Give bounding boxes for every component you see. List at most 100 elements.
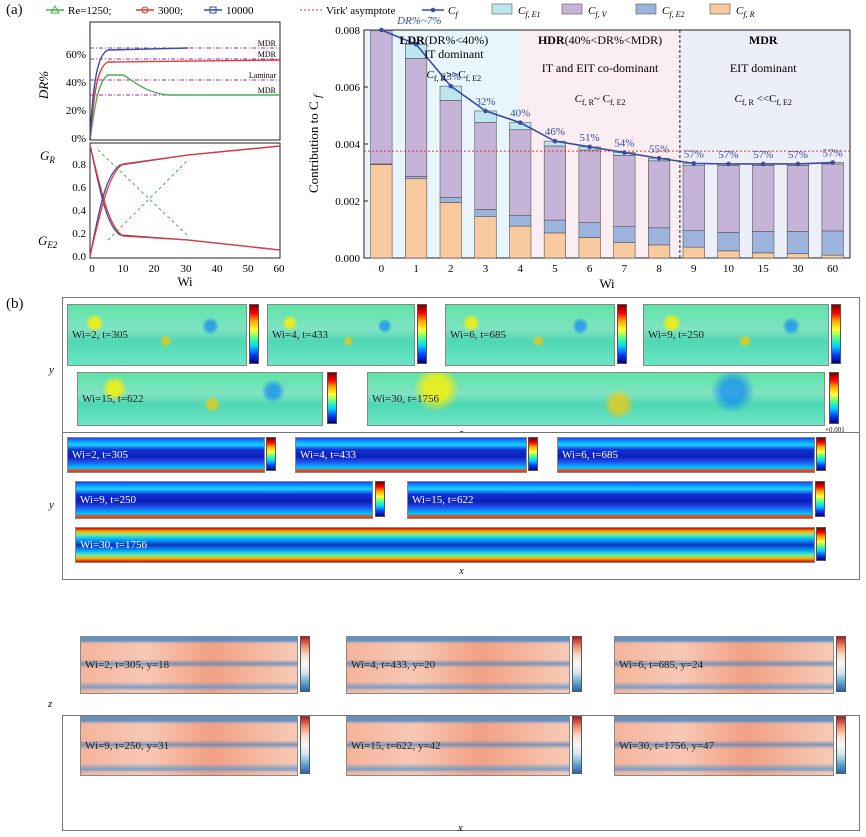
bar-8-C_f,R bbox=[648, 244, 671, 259]
g-xtick-0: 0 bbox=[89, 263, 95, 275]
cf-ytick-4: 0.008 bbox=[335, 25, 360, 37]
cf-ytick-2: 0.004 bbox=[335, 139, 360, 151]
cf-stacked-bar-chart: 0.000 0.002 0.004 0.006 0.008 Contribution to… bbox=[300, 3, 851, 290]
dr-label-9: 57% bbox=[684, 148, 704, 160]
dr-label-13: 57% bbox=[823, 148, 843, 160]
legend-swatch-4 bbox=[635, 3, 657, 15]
row1-unit: ×0.001 bbox=[825, 426, 845, 434]
cf-ytick-1: 0.002 bbox=[335, 196, 360, 208]
dr-legend: Re=1250; 3000; 10000 bbox=[46, 4, 254, 17]
g-xtick-60: 60 bbox=[274, 263, 286, 275]
bar-7-C_f,R bbox=[613, 242, 636, 259]
bar-7-C_f,E2 bbox=[613, 226, 636, 243]
cf-xtick-9: 9 bbox=[691, 263, 697, 275]
legend-swatch-2 bbox=[491, 3, 513, 15]
cf-xtick-5: 5 bbox=[552, 263, 558, 275]
bar-4-C_f,R bbox=[509, 225, 532, 259]
dr-label-7: 54% bbox=[614, 138, 634, 150]
panel-label-a: (a) bbox=[6, 2, 23, 18]
cf-point-12 bbox=[795, 161, 801, 167]
bar-6-C_f,E2 bbox=[578, 222, 601, 238]
row1-panel-2: Wi=6, t=685 bbox=[445, 304, 615, 366]
cf-xlabel: Wi bbox=[599, 276, 615, 290]
cf-xtick-2: 2 bbox=[448, 263, 454, 275]
bar-4-C_f,E2 bbox=[509, 214, 532, 227]
cf-point-10 bbox=[726, 161, 731, 167]
row3-panel-2: Wi=6, t=685, y=24 bbox=[614, 636, 834, 694]
row1-cbar-2 bbox=[617, 304, 627, 364]
bar-12-C_f,R bbox=[786, 253, 809, 259]
bar-9-C_f,V bbox=[682, 165, 705, 231]
g-ytick-0: 0.0 bbox=[72, 251, 86, 263]
cf-point-13 bbox=[830, 160, 835, 165]
bar-10-C_f,E2 bbox=[717, 232, 740, 252]
bar-3-C_f,V bbox=[474, 122, 497, 210]
g-ylabel-top: GR bbox=[40, 148, 55, 165]
dr-ytick-0: 0% bbox=[71, 133, 86, 145]
mdr-label-3: MDR bbox=[258, 86, 277, 95]
row3-cbar-3 bbox=[300, 716, 310, 774]
row3-panel-3: Wi=9, t=250, y=31 bbox=[80, 716, 298, 776]
cf-point-8 bbox=[656, 155, 662, 161]
bar-2-C_f,E2 bbox=[439, 196, 462, 203]
region-text-2: EIT dominant bbox=[730, 61, 797, 75]
legend-swatch-3 bbox=[561, 3, 583, 15]
bar-8-C_f,V bbox=[648, 160, 671, 229]
bar-5-C_f,R bbox=[543, 232, 566, 259]
legend-text-4: Cf, E2 bbox=[662, 5, 684, 19]
bar-7-C_f,V bbox=[613, 155, 636, 227]
legend-text-0: Virk' asymptote bbox=[326, 5, 396, 17]
cf-xtick-3: 3 bbox=[483, 263, 489, 275]
region-rel-2: Cf, R <<Cf, E2 bbox=[735, 93, 792, 107]
region-text-1: IT and EIT co-dominant bbox=[542, 61, 659, 75]
g-frame bbox=[89, 142, 281, 259]
cf-point-5 bbox=[552, 138, 558, 144]
laminar-label: Laminar bbox=[249, 71, 276, 80]
bar-11-C_f,E2 bbox=[752, 231, 775, 254]
row3-cbar-1 bbox=[572, 636, 582, 692]
cf-xtick-8: 8 bbox=[656, 263, 662, 275]
row2-cbar-0 bbox=[266, 437, 276, 471]
row1-ylabel: y bbox=[49, 364, 54, 376]
row2-panel-3: Wi=9, t=250 bbox=[75, 481, 373, 519]
legend-text-3: Cf, V bbox=[588, 5, 608, 19]
legend-swatch-5 bbox=[709, 3, 731, 15]
bar-2-C_f,R bbox=[439, 202, 462, 259]
row1-panel-1b: Wi=4, t=433 bbox=[267, 304, 415, 366]
g-xlabel: Wi bbox=[177, 274, 193, 289]
row1-cbar-4 bbox=[327, 372, 337, 424]
bar-4-C_f,V bbox=[509, 129, 532, 216]
bar-10-C_f,R bbox=[717, 250, 740, 259]
bar-11-C_f,R bbox=[752, 252, 775, 259]
row1-panel-4: Wi=15, t=622 bbox=[77, 372, 323, 426]
row2-cbar-3 bbox=[375, 481, 385, 517]
row3-cbar-5 bbox=[836, 716, 846, 774]
cf-point-11 bbox=[760, 161, 766, 167]
bar-13-C_f,E2 bbox=[821, 230, 844, 256]
region-title-0: LDR(DR%<40%) bbox=[399, 33, 488, 47]
row3-panel-4: Wi=15, t=622, y=42 bbox=[346, 716, 570, 776]
field-row-conformation: y x Wi=2, t=305 Wi=4, t=433 Wi=6, t=685 … bbox=[49, 432, 860, 580]
cf-point-6 bbox=[587, 144, 592, 150]
legend-re10000: 10000 bbox=[226, 5, 254, 17]
row1-cbar-1 bbox=[417, 304, 427, 364]
g-xtick-10: 10 bbox=[118, 263, 130, 275]
bar-1-C_f,R bbox=[405, 178, 428, 259]
dr-label-3: 32% bbox=[475, 96, 495, 108]
cf-xtick-13: 60 bbox=[827, 263, 839, 275]
region-title-2: MDR bbox=[749, 33, 778, 47]
legend-text-1: Cf bbox=[448, 5, 459, 19]
row1-cbar-5 bbox=[829, 372, 839, 424]
row2-cbar-5 bbox=[816, 527, 826, 561]
bar-1-C_f,V bbox=[405, 58, 428, 177]
cf-point-0 bbox=[379, 27, 384, 33]
dr-chart: Re=1250; 3000; 10000 0% 20% 40% 60% DR% … bbox=[36, 4, 286, 289]
region-rel-0: Cf, R>>Cf, E2 bbox=[427, 69, 482, 83]
dr-ytick-20: 20% bbox=[66, 105, 86, 117]
dr-ytick-60: 60% bbox=[66, 49, 86, 61]
row1-panel-3: Wi=9, t=250 bbox=[643, 304, 829, 366]
cf-point-4 bbox=[517, 120, 523, 125]
row2-cbar-2 bbox=[816, 437, 826, 471]
bar-0-C_f,R bbox=[370, 164, 393, 259]
cf-xtick-10: 10 bbox=[723, 263, 735, 275]
